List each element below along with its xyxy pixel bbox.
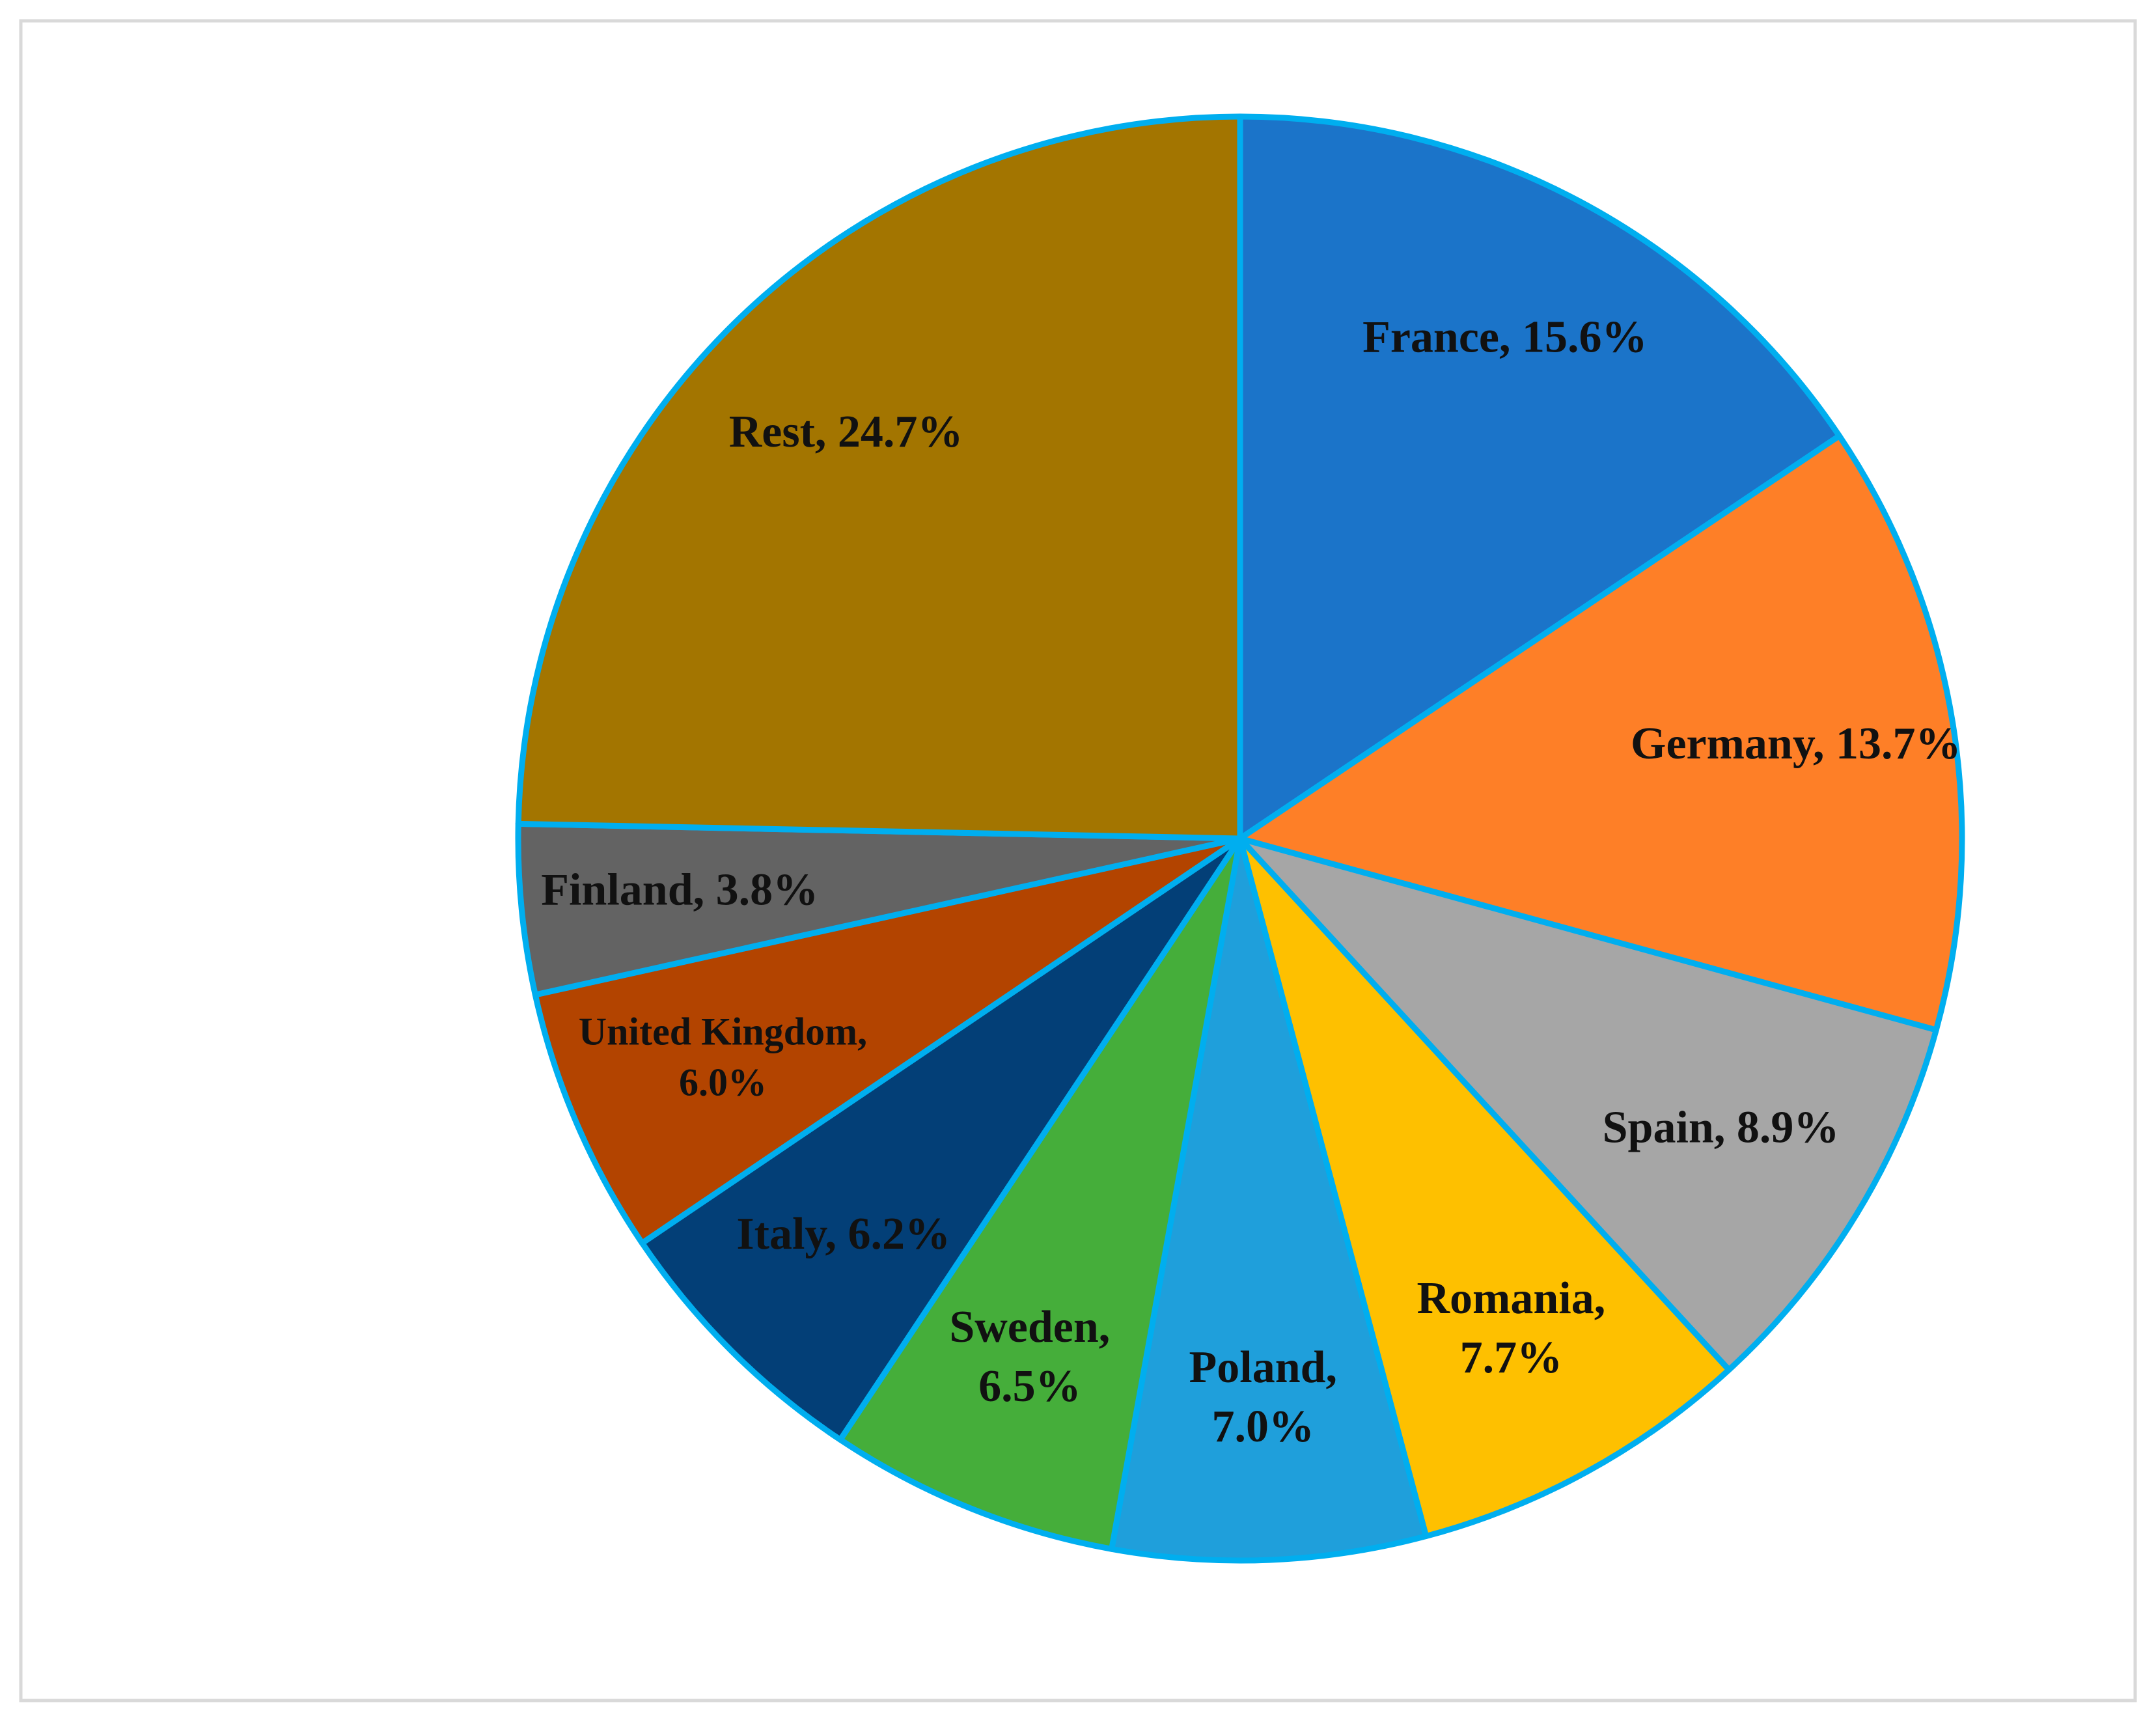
data-label: France, 15.6% — [1362, 312, 1647, 363]
pie-slice — [515, 113, 1243, 842]
data-label: Romania, — [1417, 1273, 1605, 1324]
pie-slice — [1237, 113, 1843, 842]
data-label: Rest, 24.7% — [729, 407, 963, 457]
pie-slice — [1109, 835, 1430, 1564]
data-label: 7.7% — [1460, 1333, 1563, 1383]
data-label: 6.5% — [978, 1361, 1081, 1411]
pie-slice — [515, 820, 1243, 998]
pie-slice — [1237, 835, 1939, 1373]
data-label: 6.0% — [679, 1061, 767, 1104]
data-label: Poland, — [1189, 1342, 1337, 1393]
pie-slice — [1237, 433, 1965, 1033]
data-label: Sweden, — [949, 1302, 1110, 1352]
data-label: United Kingdom, — [579, 1010, 867, 1053]
data-label: Finland, 3.8% — [541, 865, 818, 915]
data-label: Germany, 13.7% — [1631, 719, 1961, 769]
data-label: Spain, 8.9% — [1603, 1102, 1840, 1152]
pie-slice — [532, 835, 1243, 1246]
pie-slice — [837, 835, 1243, 1552]
data-label: 7.0% — [1212, 1402, 1315, 1452]
pie-slice — [1237, 835, 1732, 1540]
data-label: Italy, 6.2% — [736, 1209, 950, 1259]
pie-slice — [639, 835, 1243, 1443]
